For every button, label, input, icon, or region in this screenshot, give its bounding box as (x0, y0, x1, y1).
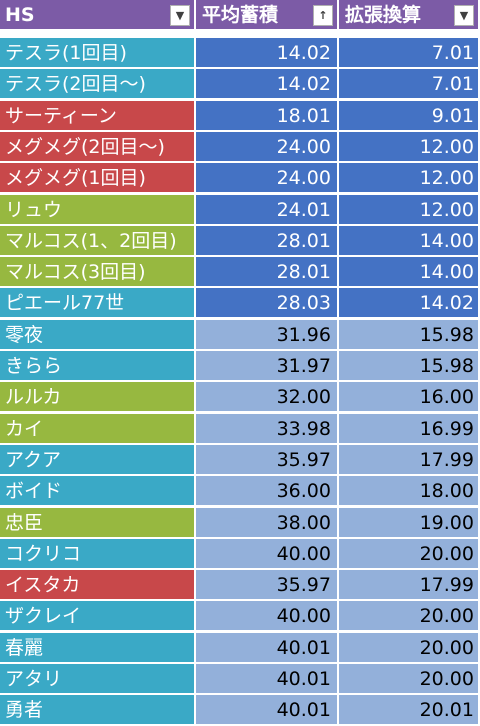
table-row: きらら 31.97 15.98 (0, 351, 480, 382)
table-row: アクア 35.97 17.99 (0, 444, 480, 476)
table-row: アタリ 40.01 20.00 (0, 664, 480, 695)
table-row: テスラ(2回目～) 14.02 7.01 (0, 69, 480, 100)
table-row: ボイド 36.00 18.00 (0, 476, 480, 507)
cell-hs-name[interactable]: 春麗 (0, 632, 194, 663)
table-row: マルコス(3回目) 28.01 14.00 (0, 257, 480, 288)
cell-average[interactable]: 35.97 (196, 444, 337, 475)
cell-average[interactable]: 35.97 (196, 570, 337, 601)
cell-extended[interactable]: 12.00 (339, 163, 478, 194)
cell-hs-name[interactable]: カイ (0, 413, 194, 444)
cell-average[interactable]: 28.03 (196, 288, 337, 319)
cell-hs-name[interactable]: テスラ(2回目～) (0, 69, 194, 100)
cell-average[interactable]: 31.97 (196, 351, 337, 381)
table-row: ルルカ 32.00 16.00 (0, 382, 480, 413)
cell-average[interactable]: 28.01 (196, 225, 337, 256)
cell-average[interactable]: 40.01 (196, 664, 337, 694)
header-label-average: 平均蓄積 (202, 4, 279, 26)
table-row: ザクレイ 40.00 20.00 (0, 601, 480, 632)
cell-average[interactable]: 24.00 (196, 131, 337, 162)
cell-hs-name[interactable]: コクリコ (0, 538, 194, 569)
cell-average[interactable]: 33.98 (196, 413, 337, 444)
table-row: メグメグ(1回目) 24.00 12.00 (0, 163, 480, 194)
cell-hs-name[interactable]: マルコス(3回目) (0, 257, 194, 288)
cell-average[interactable]: 40.01 (196, 632, 337, 663)
table-row: カイ 33.98 16.99 (0, 413, 480, 445)
table-row: マルコス(1、2回目) 28.01 14.00 (0, 225, 480, 257)
cell-extended[interactable]: 17.99 (339, 444, 478, 475)
cell-hs-name[interactable]: イスタカ (0, 570, 194, 601)
cell-average[interactable]: 24.01 (196, 194, 337, 225)
cell-hs-name[interactable]: ルルカ (0, 382, 194, 413)
cell-extended[interactable]: 9.01 (339, 100, 478, 131)
cell-extended[interactable]: 7.01 (339, 38, 478, 68)
cell-hs-name[interactable]: リュウ (0, 194, 194, 225)
header-cell-average[interactable]: 平均蓄積 ↑ (196, 0, 337, 30)
table-row: ピエール77世 28.03 14.02 (0, 288, 480, 319)
cell-hs-name[interactable]: メグメグ(2回目～) (0, 131, 194, 162)
cell-extended[interactable]: 14.00 (339, 257, 478, 288)
header-label-hs: HS (5, 4, 35, 26)
cell-extended[interactable]: 20.00 (339, 601, 478, 632)
cell-average[interactable]: 18.01 (196, 100, 337, 131)
cell-hs-name[interactable]: ピエール77世 (0, 288, 194, 319)
cell-hs-name[interactable]: メグメグ(1回目) (0, 163, 194, 194)
cell-extended[interactable]: 12.00 (339, 131, 478, 162)
table-row: 零夜 31.96 15.98 (0, 319, 480, 351)
cell-average[interactable]: 28.01 (196, 257, 337, 288)
cell-average[interactable]: 31.96 (196, 319, 337, 350)
dropdown-arrow-icon[interactable]: ▼ (454, 5, 474, 26)
cell-extended[interactable]: 20.00 (339, 632, 478, 663)
dropdown-arrow-icon[interactable]: ▼ (170, 5, 190, 26)
cell-average[interactable]: 40.00 (196, 601, 337, 632)
cell-hs-name[interactable]: サーティーン (0, 100, 194, 131)
cell-average[interactable]: 14.02 (196, 38, 337, 68)
table-row: 勇者 40.01 20.01 (0, 695, 480, 726)
cell-hs-name[interactable]: ボイド (0, 476, 194, 507)
cell-average[interactable]: 14.02 (196, 69, 337, 100)
table-row: 春麗 40.01 20.00 (0, 632, 480, 664)
cell-hs-name[interactable]: アクア (0, 444, 194, 475)
cell-extended[interactable]: 19.00 (339, 507, 478, 538)
cell-hs-name[interactable]: 勇者 (0, 695, 194, 726)
header-label-extended: 拡張換算 (345, 4, 422, 26)
header-row: HS ▼ 平均蓄積 ↑ 拡張換算 ▼ (0, 0, 480, 31)
cell-hs-name[interactable]: 忠臣 (0, 507, 194, 538)
cell-extended[interactable]: 17.99 (339, 570, 478, 601)
cell-average[interactable]: 40.00 (196, 538, 337, 569)
cell-hs-name[interactable]: 零夜 (0, 319, 194, 350)
cell-extended[interactable]: 18.00 (339, 476, 478, 507)
table-row: メグメグ(2回目～) 24.00 12.00 (0, 131, 480, 163)
cell-extended[interactable]: 15.98 (339, 319, 478, 350)
cell-hs-name[interactable]: マルコス(1、2回目) (0, 225, 194, 256)
cell-extended[interactable]: 14.02 (339, 288, 478, 319)
cell-extended[interactable]: 20.00 (339, 664, 478, 694)
cell-average[interactable]: 36.00 (196, 476, 337, 507)
cell-average[interactable]: 32.00 (196, 382, 337, 413)
cell-hs-name[interactable]: テスラ(1回目) (0, 38, 194, 68)
cell-average[interactable]: 24.00 (196, 163, 337, 194)
sort-ascending-icon[interactable]: ↑ (313, 5, 333, 26)
header-cell-extended[interactable]: 拡張換算 ▼ (339, 0, 478, 30)
cell-extended[interactable]: 7.01 (339, 69, 478, 100)
cell-hs-name[interactable]: アタリ (0, 664, 194, 694)
cell-average[interactable]: 38.00 (196, 507, 337, 538)
cell-average[interactable]: 40.01 (196, 695, 337, 726)
cell-extended[interactable]: 16.00 (339, 382, 478, 413)
cell-extended[interactable]: 14.00 (339, 225, 478, 256)
cell-hs-name[interactable]: ザクレイ (0, 601, 194, 632)
cell-hs-name[interactable]: きらら (0, 351, 194, 381)
header-cell-hs[interactable]: HS ▼ (0, 0, 194, 30)
table-row: リュウ 24.01 12.00 (0, 194, 480, 226)
table-row: イスタカ 35.97 17.99 (0, 570, 480, 601)
table-row: コクリコ 40.00 20.00 (0, 538, 480, 570)
cell-extended[interactable]: 12.00 (339, 194, 478, 225)
cell-extended[interactable]: 16.99 (339, 413, 478, 444)
cell-extended[interactable]: 15.98 (339, 351, 478, 381)
cell-extended[interactable]: 20.01 (339, 695, 478, 726)
cell-extended[interactable]: 20.00 (339, 538, 478, 569)
table-row: テスラ(1回目) 14.02 7.01 (0, 38, 480, 69)
table-row: 忠臣 38.00 19.00 (0, 507, 480, 539)
table-row: サーティーン 18.01 9.01 (0, 100, 480, 132)
